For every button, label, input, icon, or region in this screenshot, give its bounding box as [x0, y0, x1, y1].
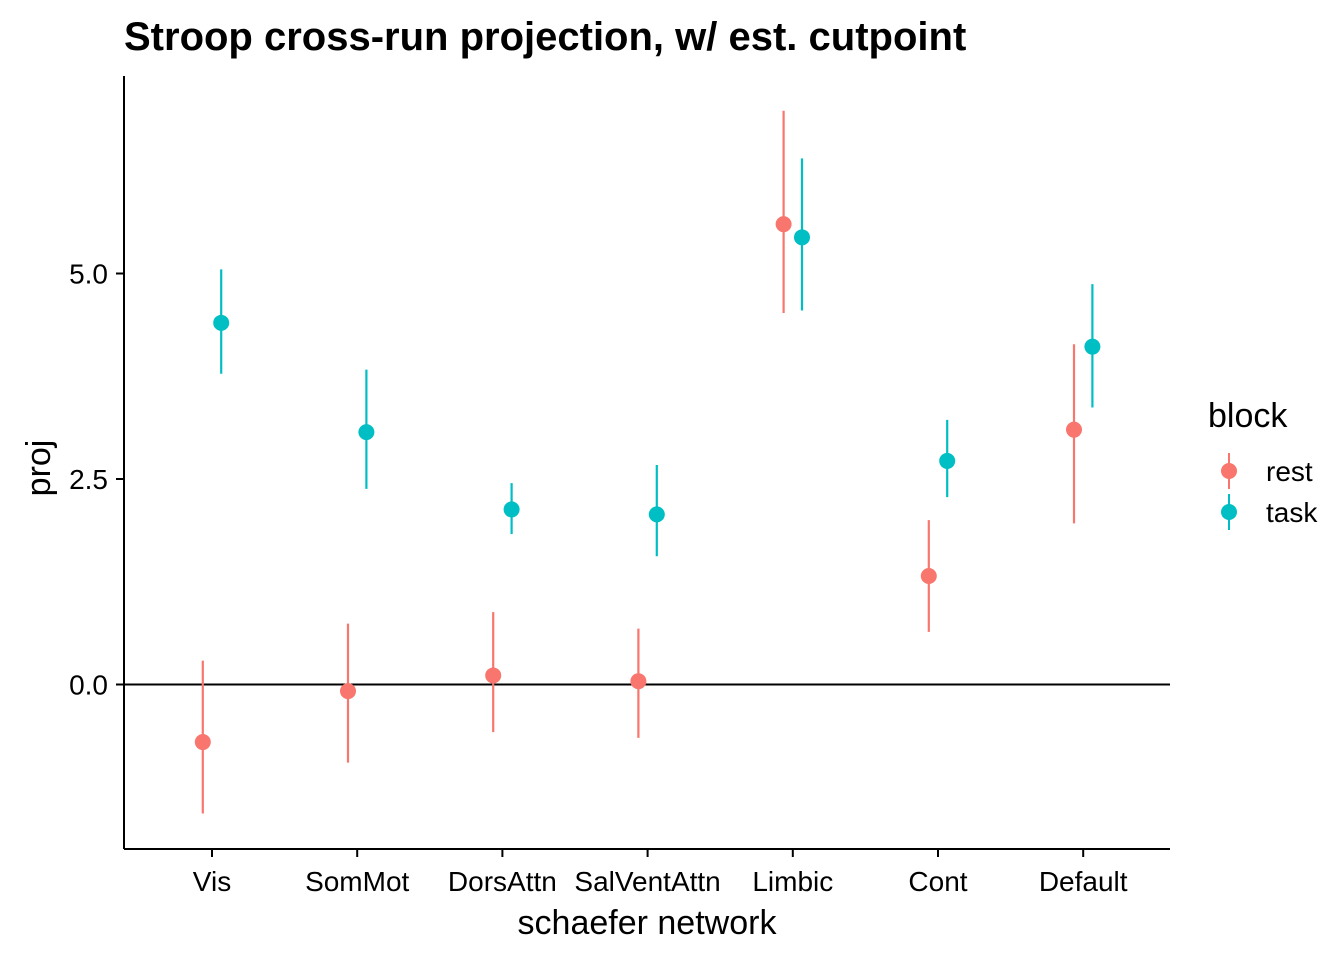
data-point-task	[1084, 338, 1101, 355]
series-task	[213, 158, 1101, 557]
data-marks	[194, 110, 1101, 814]
x-tick-label: Cont	[908, 866, 967, 897]
x-axis-title: schaefer network	[518, 904, 778, 942]
data-point-task	[503, 501, 520, 518]
data-point-task	[648, 506, 665, 523]
x-tick-label: SomMot	[305, 866, 409, 897]
x-tick-label: SalVentAttn	[574, 866, 720, 897]
legend-title: block	[1208, 397, 1288, 435]
data-point-rest	[194, 734, 211, 751]
legend: block rest task	[1208, 397, 1318, 530]
legend-label: task	[1266, 497, 1318, 528]
series-rest	[194, 110, 1082, 814]
legend-key-point	[1221, 463, 1237, 479]
data-point-task	[213, 314, 230, 331]
axes: 0.0 2.5 5.0 Vis SomMot DorsAttn SalVentAttn Lim…	[69, 76, 1170, 897]
data-point-task	[358, 424, 375, 441]
x-tick-label: Vis	[193, 866, 231, 897]
data-point-rest	[775, 216, 792, 233]
legend-key-point	[1221, 504, 1237, 520]
y-tick-label: 0.0	[69, 670, 108, 701]
legend-items: rest task	[1221, 453, 1318, 530]
legend-label: rest	[1266, 456, 1313, 487]
data-point-rest	[630, 673, 647, 690]
legend-item-rest: rest	[1221, 453, 1313, 489]
y-axis-title: proj	[20, 440, 58, 497]
x-tick-label: Default	[1039, 866, 1128, 897]
data-point-rest	[340, 683, 356, 700]
data-point-rest	[485, 667, 502, 684]
data-point-task	[794, 229, 810, 246]
data-point-task	[939, 452, 956, 469]
chart-title: Stroop cross-run projection, w/ est. cut…	[124, 15, 966, 59]
data-point-rest	[1066, 421, 1082, 438]
x-tick-label: Limbic	[752, 866, 833, 897]
data-point-rest	[920, 567, 937, 584]
x-tick-label: DorsAttn	[448, 866, 557, 897]
y-tick-label: 2.5	[69, 464, 108, 495]
y-tick-label: 5.0	[69, 259, 108, 290]
legend-item-task: task	[1221, 494, 1318, 530]
